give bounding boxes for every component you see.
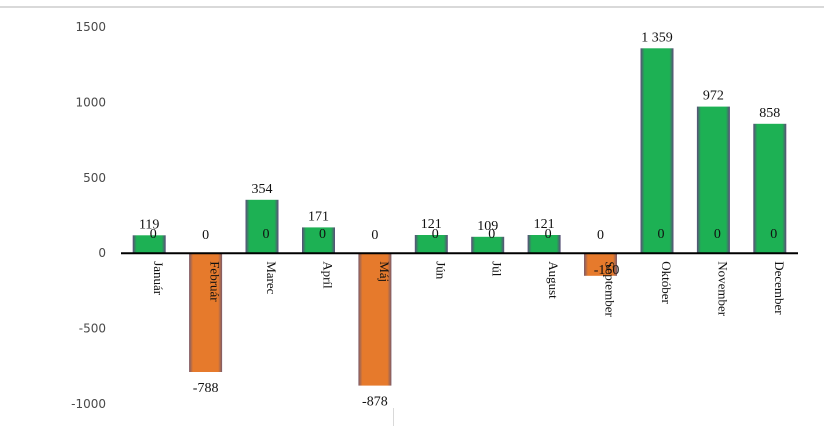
data-label: -788	[193, 381, 219, 396]
data-label-zero: 0	[597, 228, 604, 243]
data-label: 171	[308, 209, 329, 224]
category-label: Júl	[490, 261, 505, 277]
bar	[189, 253, 223, 372]
data-label-zero: 0	[150, 227, 157, 242]
category-label: Máj	[377, 261, 392, 282]
data-label: -878	[362, 395, 388, 410]
bar	[245, 199, 279, 254]
data-label-zero: 0	[488, 227, 495, 242]
data-label-zero: 0	[371, 228, 378, 243]
bar	[414, 235, 448, 254]
category-label: Október	[659, 261, 674, 304]
data-label-zero: 0	[263, 227, 270, 242]
bar	[471, 236, 505, 254]
data-label-zero: 0	[202, 228, 209, 243]
bar	[132, 235, 166, 254]
y-tick-label: -1000	[71, 397, 106, 411]
y-tick-label: 1000	[75, 95, 106, 109]
bar	[640, 48, 674, 254]
bar	[753, 123, 787, 254]
category-label: Január	[151, 261, 166, 296]
category-label: August	[546, 261, 561, 299]
bottom-divider	[393, 408, 394, 426]
category-label: Február	[208, 261, 223, 302]
data-label-zero: 0	[545, 227, 552, 242]
data-label-zero: 0	[770, 227, 777, 242]
y-tick-label: 0	[98, 246, 106, 260]
bar	[696, 106, 730, 254]
category-label: December	[772, 261, 787, 315]
data-label: 121	[534, 217, 555, 232]
data-label: 121	[421, 217, 442, 232]
data-label-zero: 0	[432, 227, 439, 242]
data-label: 972	[703, 89, 724, 104]
data-label: 1 359	[641, 30, 673, 45]
y-tick-label: 1500	[75, 20, 106, 34]
data-label: 109	[477, 219, 498, 234]
category-label: September	[603, 261, 618, 317]
y-tick-label: -500	[79, 322, 106, 336]
bar	[302, 227, 335, 254]
bar	[527, 235, 561, 254]
y-tick-label: 500	[83, 171, 106, 185]
data-label-zero: 0	[319, 227, 326, 242]
category-label: November	[715, 261, 730, 317]
data-label-zero: 0	[714, 227, 721, 242]
data-label: 354	[252, 182, 273, 197]
category-label: Marec	[264, 261, 279, 294]
bar	[584, 253, 617, 276]
bar	[358, 253, 392, 386]
data-label: -150	[594, 263, 620, 278]
data-label-zero: 0	[658, 227, 665, 242]
category-label: Jún	[433, 261, 448, 280]
top-border	[0, 6, 824, 8]
data-label: 119	[139, 217, 159, 232]
data-label: 858	[759, 106, 780, 121]
category-label: Apríl	[321, 261, 336, 289]
